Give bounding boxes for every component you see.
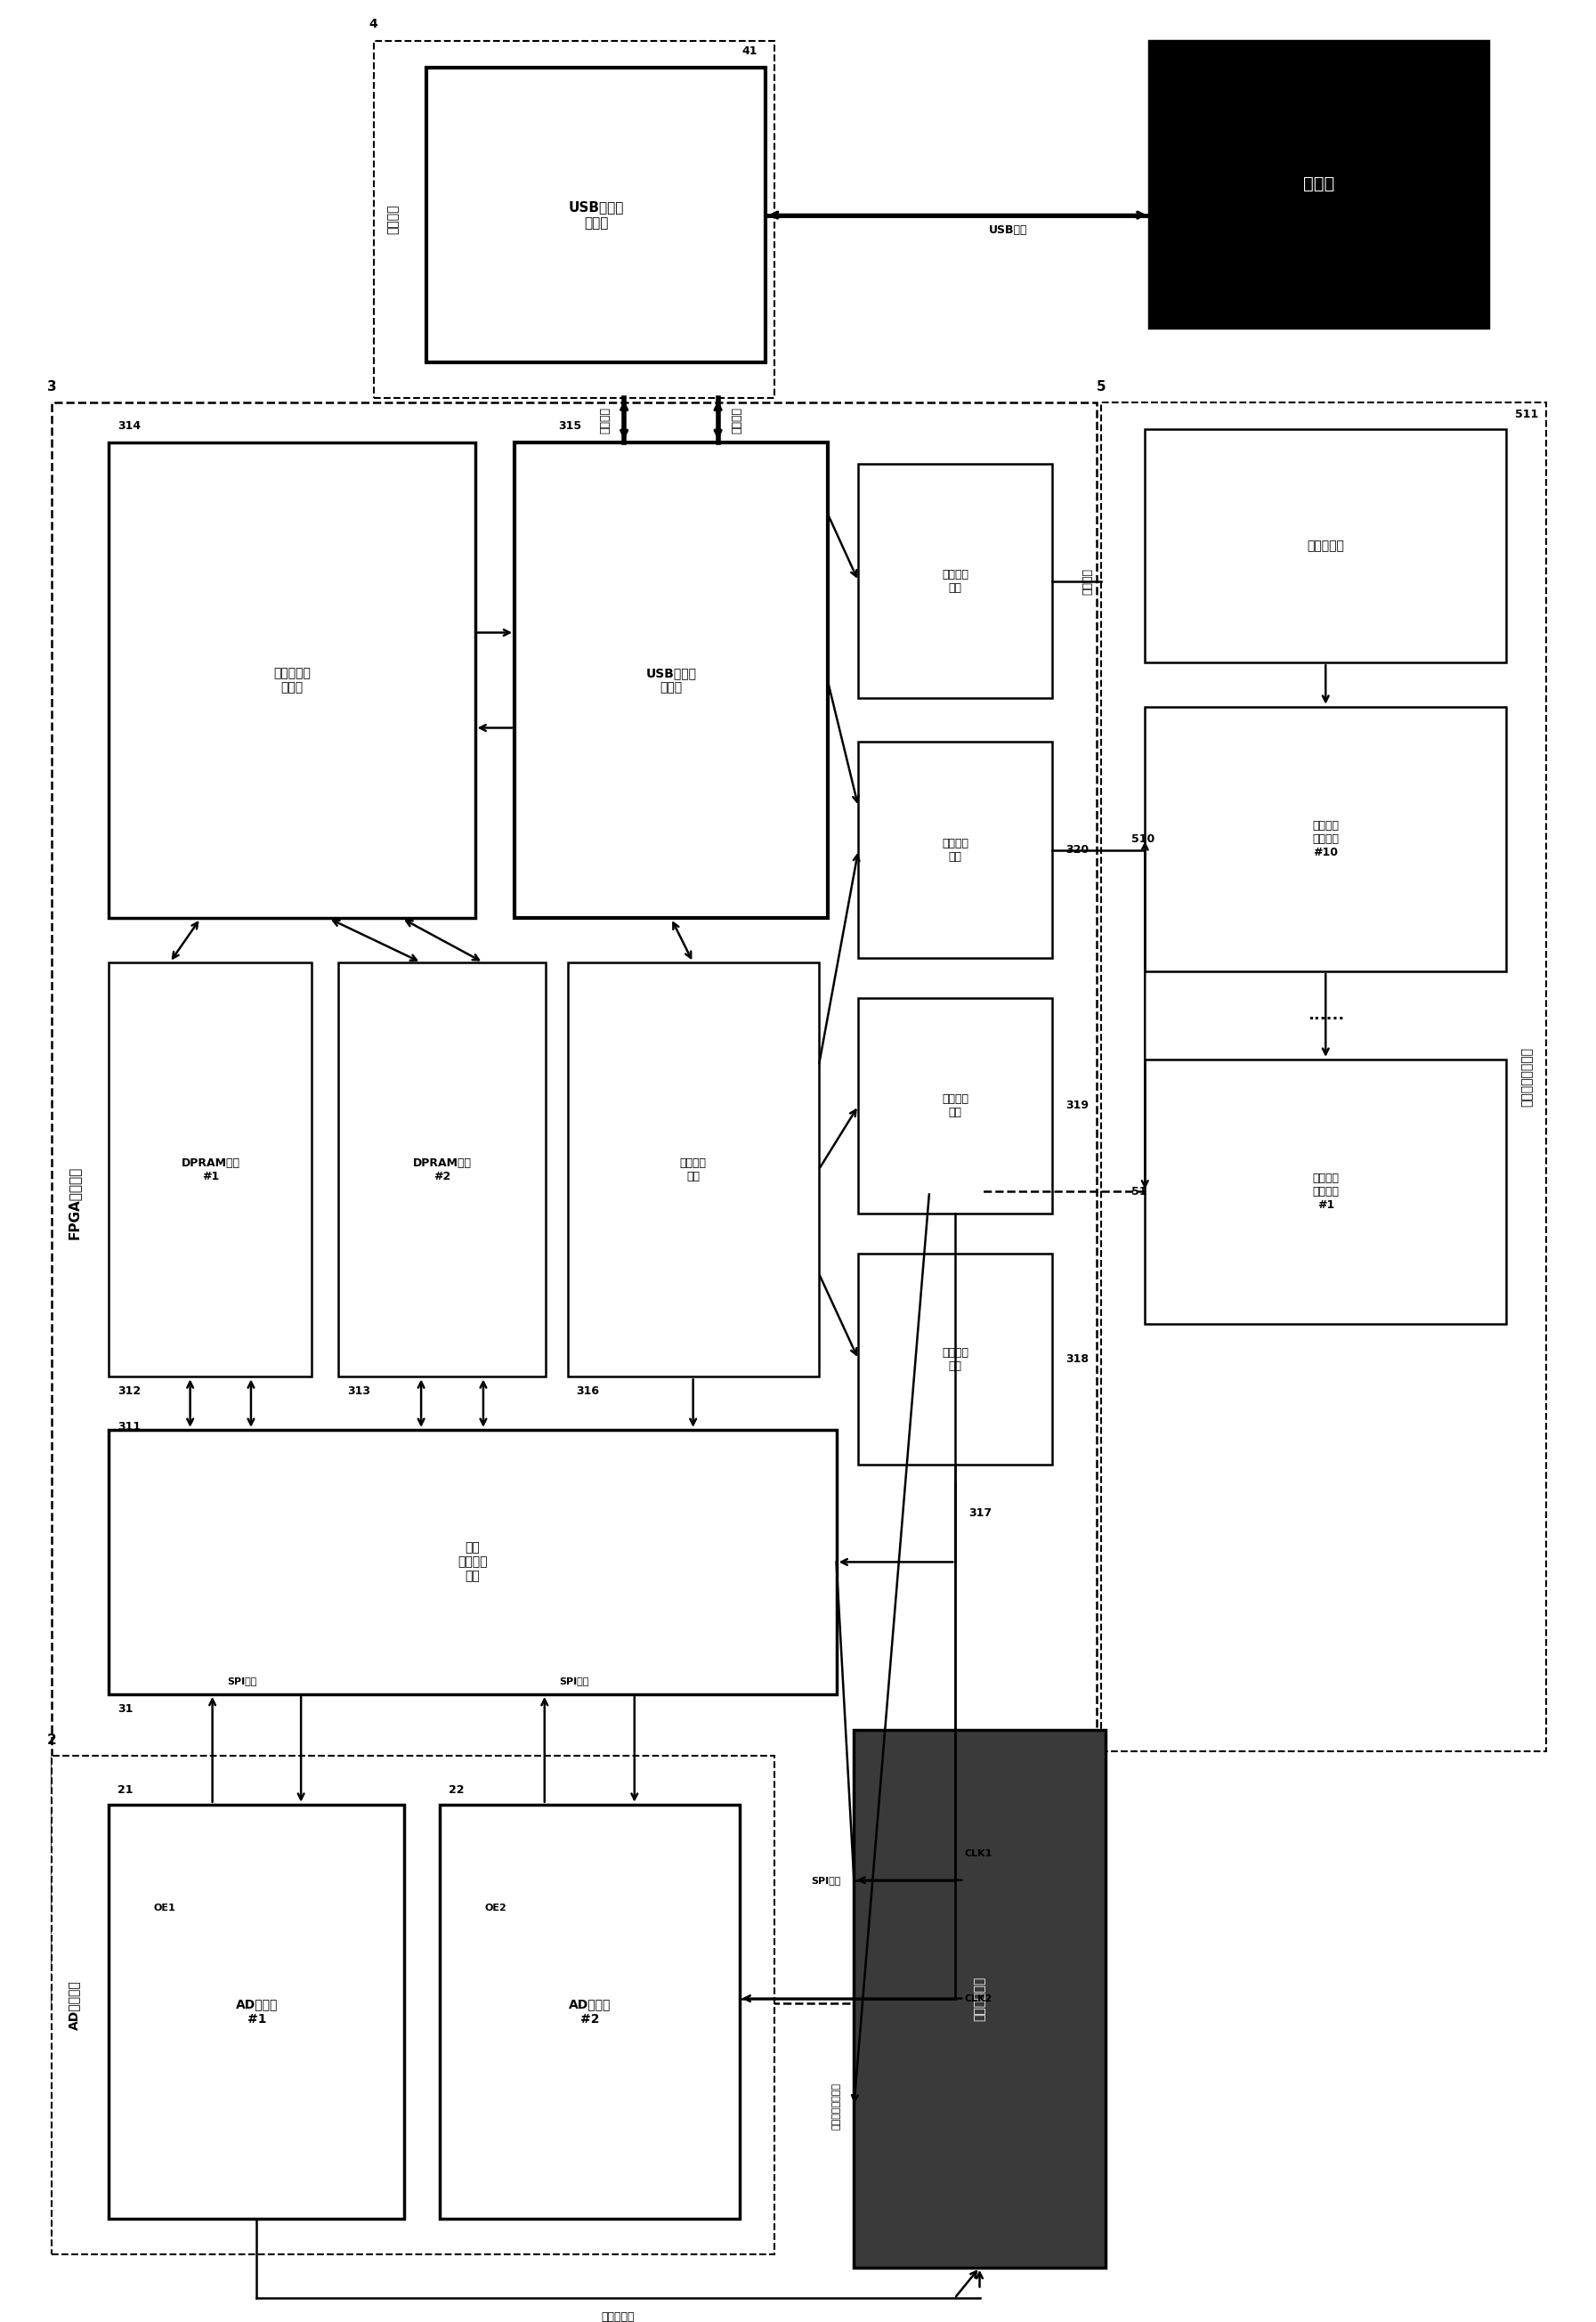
Text: 指令解析
单元: 指令解析 单元	[680, 1156, 707, 1182]
Text: USB协议微
处理器: USB协议微 处理器	[568, 200, 624, 230]
Text: 2: 2	[48, 1735, 57, 1746]
Text: 时钟产生
单元: 时钟产生 单元	[942, 1094, 969, 1119]
Text: 319: 319	[1066, 1101, 1088, 1112]
Text: 模拟电压
输出单元
#1: 模拟电压 输出单元 #1	[1312, 1173, 1339, 1210]
Text: 4: 4	[369, 19, 378, 30]
Text: 51: 51	[1132, 1187, 1148, 1198]
Bar	[1149, 42, 1489, 327]
Text: 3: 3	[48, 381, 57, 395]
Text: 数据
读取分配
单元: 数据 读取分配 单元	[458, 1542, 488, 1584]
Bar	[109, 961, 311, 1377]
Text: 模拟电压
输出单元
#10: 模拟电压 输出单元 #10	[1312, 820, 1339, 859]
Text: AD转换模块: AD转换模块	[67, 1981, 80, 2029]
Text: 313: 313	[346, 1386, 370, 1398]
Bar	[51, 402, 1096, 2004]
Text: 41: 41	[742, 44, 757, 56]
Text: SPI接口: SPI接口	[227, 1676, 257, 1686]
Bar	[373, 42, 774, 397]
Text: 5: 5	[1096, 381, 1106, 395]
Text: 31: 31	[118, 1702, 134, 1714]
Text: AD转换器
#2: AD转换器 #2	[568, 1999, 611, 2025]
Text: 317: 317	[969, 1507, 991, 1519]
Text: FPGA控制模块: FPGA控制模块	[67, 1166, 80, 1240]
Text: 数据读出缓
存单元: 数据读出缓 存单元	[273, 666, 311, 694]
Text: 上位机: 上位机	[1304, 176, 1334, 193]
Text: 模拟电压偏置信号: 模拟电压偏置信号	[832, 2083, 841, 2129]
Text: USB读写控
制单元: USB读写控 制单元	[646, 666, 696, 694]
Text: ......: ......	[1307, 1008, 1344, 1024]
Text: 314: 314	[118, 420, 140, 432]
Text: 511: 511	[1515, 409, 1539, 420]
Bar	[109, 1430, 836, 1695]
Text: 311: 311	[118, 1421, 140, 1433]
Text: 316: 316	[576, 1386, 600, 1398]
Bar	[426, 67, 766, 362]
Bar	[338, 961, 546, 1377]
Text: CLK2: CLK2	[964, 1995, 993, 2004]
Bar	[854, 1730, 1106, 2269]
Text: CLK1: CLK1	[964, 1848, 993, 1858]
Text: SPI接口: SPI接口	[811, 1876, 841, 1885]
Text: 22: 22	[448, 1783, 464, 1795]
Text: 控制总线: 控制总线	[1082, 567, 1093, 594]
Text: 可调偏置输出模块: 可调偏置输出模块	[1521, 1047, 1532, 1108]
Text: 312: 312	[118, 1386, 140, 1398]
Bar	[439, 1804, 739, 2220]
Text: 510: 510	[1132, 834, 1156, 845]
Text: AD转换器
#1: AD转换器 #1	[236, 1999, 278, 2025]
Text: USB接口: USB接口	[990, 225, 1028, 237]
Text: 多通道传感器: 多通道传感器	[974, 1976, 986, 2020]
Text: 318: 318	[1066, 1354, 1088, 1365]
Bar	[1144, 706, 1507, 971]
Bar	[1144, 430, 1507, 662]
Bar	[1144, 1059, 1507, 1324]
Bar	[859, 464, 1052, 699]
Bar	[109, 441, 476, 917]
Text: 21: 21	[118, 1783, 134, 1795]
Bar	[51, 1755, 774, 2255]
Text: SPI接口: SPI接口	[560, 1676, 589, 1686]
Bar	[1101, 402, 1547, 1751]
Bar	[514, 441, 828, 917]
Bar	[109, 1804, 404, 2220]
Bar	[568, 961, 819, 1377]
Text: DPRAM单元
#2: DPRAM单元 #2	[412, 1156, 471, 1182]
Text: DPRAM单元
#1: DPRAM单元 #1	[180, 1156, 239, 1182]
Bar	[859, 998, 1052, 1214]
Bar	[859, 1254, 1052, 1465]
Text: 参数配置
单元: 参数配置 单元	[942, 838, 969, 861]
Text: 地址控制线: 地址控制线	[602, 2310, 635, 2322]
Bar	[859, 743, 1052, 959]
Text: 315: 315	[559, 420, 583, 432]
Text: 电压基准源: 电压基准源	[1307, 539, 1344, 553]
Text: 通讯模块: 通讯模块	[386, 204, 399, 235]
Text: 通道控制
单元: 通道控制 单元	[942, 1347, 969, 1372]
Text: 偏置控制
单元: 偏置控制 单元	[942, 569, 969, 594]
Text: 数据总线: 数据总线	[600, 406, 611, 434]
Text: 320: 320	[1066, 845, 1088, 857]
Text: OE1: OE1	[153, 1904, 176, 1913]
Text: OE2: OE2	[485, 1904, 506, 1913]
Text: 控制总线: 控制总线	[731, 406, 742, 434]
